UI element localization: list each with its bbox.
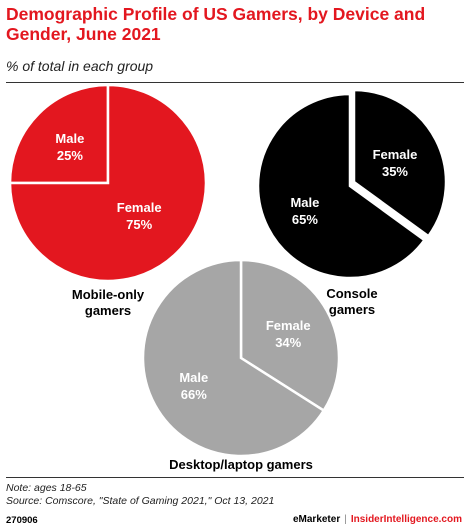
slice-mobile-only-gamers-female <box>8 83 208 283</box>
chart-subtitle: % of total in each group <box>6 58 154 74</box>
slice-console-gamers-female <box>352 88 448 238</box>
slice-label-desktop-laptop-gamers-female: Female 34% <box>266 318 311 350</box>
slice-console-gamers-male <box>256 92 427 280</box>
slice-label-mobile-only-gamers-male: Male 25% <box>55 131 84 163</box>
brand-emarketer: eMarketer <box>292 514 341 525</box>
pie-desktop-laptop-gamers: Female 34% Male 66% <box>141 258 341 458</box>
slice-desktop-laptop-gamers-male <box>141 258 326 458</box>
pie-label-mobile-only-gamers: Mobile-only gamers <box>72 287 145 318</box>
header-divider <box>6 82 464 83</box>
pie-label-desktop-laptop-gamers: Desktop/laptop gamers <box>169 457 313 472</box>
pie-mobile-only-gamers: Male 25% Female 75% <box>8 83 208 283</box>
source-note: Source: Comscore, "State of Gaming 2021,… <box>6 495 275 507</box>
slice-label-console-gamers-female: Female 35% <box>373 147 418 179</box>
brand-insider-intelligence: InsiderIntelligence.com <box>350 514 462 525</box>
pie-console-gamers: Female 35% Male 65% <box>256 88 448 280</box>
slice-label-mobile-only-gamers-female: Female 75% <box>117 200 162 232</box>
chart-id: 270906 <box>6 515 38 526</box>
brand-separator: | <box>344 514 347 525</box>
footnote: Note: ages 18-65 <box>6 482 87 494</box>
slice-label-desktop-laptop-gamers-male: Male 66% <box>179 370 208 402</box>
chart-title: Demographic Profile of US Gamers, by Dev… <box>6 4 426 44</box>
footer-brand: eMarketer | InsiderIntelligence.com <box>293 514 462 525</box>
slice-mobile-only-gamers-male <box>8 83 110 185</box>
footer-divider <box>6 477 464 478</box>
pie-label-console-gamers: Console gamers <box>326 286 377 317</box>
slice-label-console-gamers-male: Male 65% <box>290 195 319 227</box>
